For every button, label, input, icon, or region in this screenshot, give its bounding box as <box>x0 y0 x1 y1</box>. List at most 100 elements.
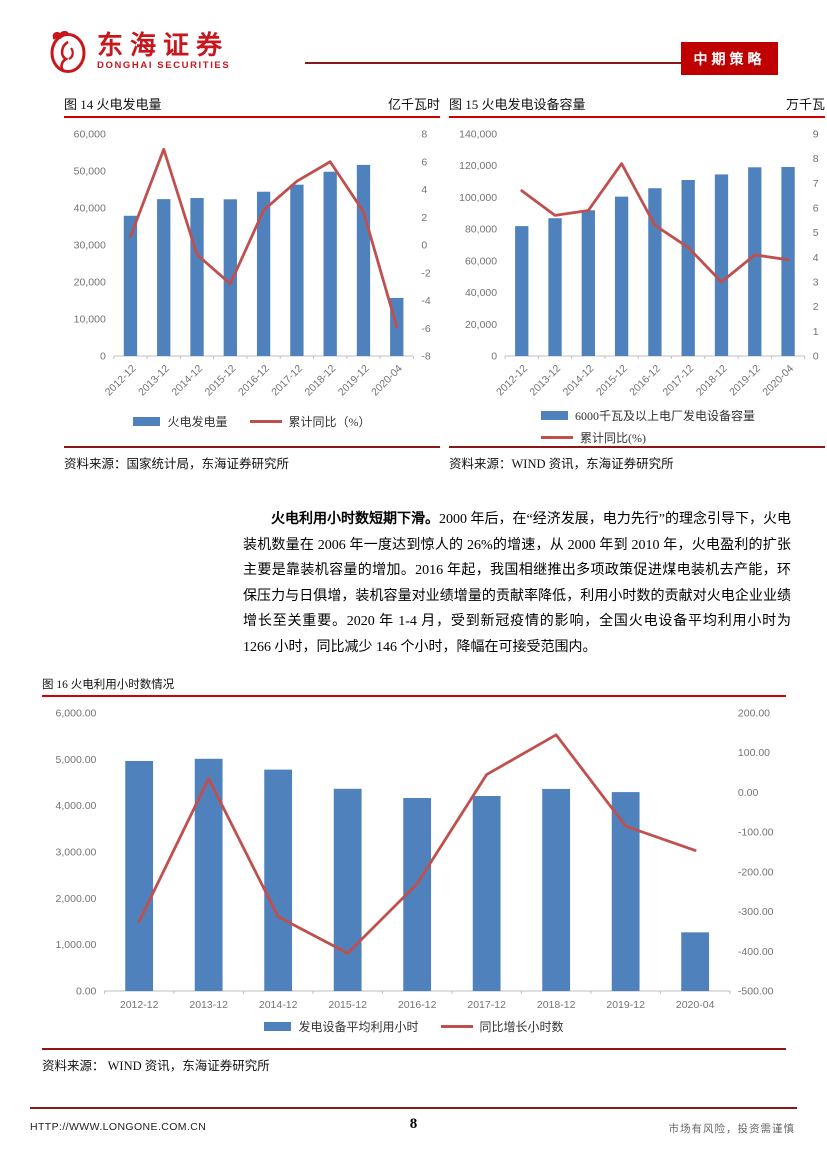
svg-text:20,000: 20,000 <box>465 319 497 331</box>
svg-text:2020-04: 2020-04 <box>760 363 796 399</box>
svg-text:20,000: 20,000 <box>74 277 106 289</box>
figure-16-plot: 0.00 1,000.00 2,000.00 3,000.00 4,000.00 5,00… <box>56 708 774 1012</box>
svg-text:2013-12: 2013-12 <box>527 363 563 399</box>
svg-text:120,000: 120,000 <box>459 160 497 172</box>
svg-text:2019-12: 2019-12 <box>727 363 763 399</box>
svg-text:0: 0 <box>491 351 497 363</box>
figure-15-title-row: 图 15 火电发电设备容量 万千瓦 <box>449 94 825 118</box>
figure-14-title: 图 14 火电发电量 <box>64 97 162 112</box>
svg-text:2018-12: 2018-12 <box>537 999 576 1011</box>
svg-text:2014-12: 2014-12 <box>259 999 298 1011</box>
svg-text:6,000.00: 6,000.00 <box>56 708 97 720</box>
brand-text: 东海证券 DONGHAI SECURITIES <box>97 30 231 71</box>
legend-item-bar: 火电发电量 <box>133 413 228 430</box>
brand-name-en: DONGHAI SECURITIES <box>97 59 231 71</box>
svg-text:-100.00: -100.00 <box>738 827 774 839</box>
bar-swatch-icon <box>133 417 161 426</box>
svg-text:40,000: 40,000 <box>74 203 106 215</box>
svg-text:4: 4 <box>421 184 427 196</box>
svg-text:2020-04: 2020-04 <box>369 363 405 399</box>
header-logo: 东海证券 DONGHAI SECURITIES <box>44 26 230 76</box>
figure-14-legend: 火电发电量 累计同比（%） <box>64 413 440 430</box>
bar-swatch-icon <box>541 411 568 420</box>
svg-text:0: 0 <box>421 240 427 252</box>
svg-text:5,000.00: 5,000.00 <box>56 754 97 766</box>
svg-text:2019-12: 2019-12 <box>606 999 645 1011</box>
figure-15-plot: 0 20,000 40,000 60,000 80,000 100,000 120,000 1… <box>459 129 819 399</box>
svg-text:2017-12: 2017-12 <box>269 363 305 399</box>
svg-text:2018-12: 2018-12 <box>303 363 339 399</box>
legend-label-bar: 火电发电量 <box>167 415 228 429</box>
figure-14-unit: 亿千瓦时 <box>387 97 440 112</box>
brand-name-cn: 东海证券 <box>97 30 230 60</box>
svg-text:0: 0 <box>813 351 819 363</box>
figure-14-plot: 0 10,000 20,000 30,000 40,000 50,000 60,000 -8 -… <box>74 129 431 399</box>
svg-text:0.00: 0.00 <box>76 986 97 998</box>
svg-text:100.00: 100.00 <box>738 747 770 759</box>
svg-text:2014-12: 2014-12 <box>169 363 205 399</box>
svg-text:50,000: 50,000 <box>74 166 106 178</box>
footer-url: HTTP://WWW.LONGONE.COM.CN <box>30 1121 207 1133</box>
footer-divider <box>30 1107 797 1109</box>
figure-16-source: 资料来源： WIND 资讯，东海证券研究所 <box>42 1048 786 1074</box>
svg-text:2012-12: 2012-12 <box>103 363 139 399</box>
svg-text:2015-12: 2015-12 <box>203 363 239 399</box>
svg-text:5: 5 <box>813 227 819 239</box>
svg-text:2: 2 <box>421 212 427 224</box>
legend-label-bar: 6000千瓦及以上电厂发电设备容量 <box>575 409 756 423</box>
svg-text:-4: -4 <box>421 295 430 307</box>
svg-text:8: 8 <box>813 153 819 165</box>
figure-16-title-row: 图 16 火电利用小时数情况 <box>42 676 786 697</box>
line-swatch-icon <box>440 1025 473 1028</box>
svg-text:3,000.00: 3,000.00 <box>56 847 97 859</box>
svg-text:-200.00: -200.00 <box>738 866 774 878</box>
svg-text:3: 3 <box>813 277 819 289</box>
legend-item-bar: 6000千瓦及以上电厂发电设备容量 <box>541 407 755 424</box>
svg-text:2018-12: 2018-12 <box>694 363 730 399</box>
figure-14-source: 资料来源：国家统计局，东海证券研究所 <box>64 446 440 472</box>
svg-text:4,000.00: 4,000.00 <box>56 800 97 812</box>
bar-swatch-icon <box>264 1022 292 1031</box>
svg-text:2015-12: 2015-12 <box>328 999 367 1011</box>
figure-14-title-row: 图 14 火电发电量 亿千瓦时 <box>64 94 440 118</box>
svg-text:2016-12: 2016-12 <box>236 363 272 399</box>
legend-item-line: 同比增长小时数 <box>440 1018 564 1035</box>
donghai-dragon-logo-icon <box>44 26 90 76</box>
figure-16-title: 图 16 火电利用小时数情况 <box>42 679 175 691</box>
svg-text:6: 6 <box>421 156 427 168</box>
svg-text:80,000: 80,000 <box>465 224 497 236</box>
figure-16-card: 图 16 火电利用小时数情况 0.00 1,000.00 2,000.00 3,000… <box>42 676 786 1074</box>
svg-text:6: 6 <box>813 203 819 215</box>
svg-text:2015-12: 2015-12 <box>594 363 630 399</box>
svg-text:2017-12: 2017-12 <box>661 363 697 399</box>
svg-text:4: 4 <box>813 252 819 264</box>
footer-disclaimer: 市场有风险，投资需谨慎 <box>668 1124 795 1135</box>
paragraph-lead: 火电利用小时数短期下滑。 <box>271 512 440 527</box>
svg-text:2019-12: 2019-12 <box>336 363 372 399</box>
legend-item-bar: 发电设备平均利用小时 <box>264 1018 419 1035</box>
svg-text:200.00: 200.00 <box>738 708 770 720</box>
svg-text:100,000: 100,000 <box>459 192 497 204</box>
legend-item-line: 累计同比(%) <box>541 429 646 446</box>
svg-text:2014-12: 2014-12 <box>561 363 597 399</box>
svg-text:2013-12: 2013-12 <box>136 363 172 399</box>
svg-text:9: 9 <box>813 129 819 141</box>
line-swatch-icon <box>541 436 573 439</box>
svg-text:0: 0 <box>100 351 106 363</box>
svg-text:60,000: 60,000 <box>465 255 497 267</box>
svg-text:-500.00: -500.00 <box>738 986 774 998</box>
svg-text:10,000: 10,000 <box>74 314 106 326</box>
svg-text:60,000: 60,000 <box>74 129 106 141</box>
legend-label-line: 累计同比(%) <box>580 431 646 445</box>
figure-15-card: 图 15 火电发电设备容量 万千瓦 0 20,000 40,000 60,000 80,… <box>449 94 825 472</box>
svg-text:2: 2 <box>813 301 819 313</box>
svg-text:0.00: 0.00 <box>738 787 759 799</box>
header-divider <box>305 62 681 64</box>
figure-15-title: 图 15 火电发电设备容量 <box>449 97 586 112</box>
svg-text:30,000: 30,000 <box>74 240 106 252</box>
svg-text:2012-12: 2012-12 <box>494 363 530 399</box>
paragraph-body: 2000 年后，在“经济发展，电力先行”的理念引导下，火电装机数量在 2006 … <box>243 512 791 655</box>
body-paragraph: 火电利用小时数短期下滑。2000 年后，在“经济发展，电力先行”的理念引导下，火… <box>243 507 791 660</box>
legend-item-line: 累计同比（%） <box>249 413 371 430</box>
